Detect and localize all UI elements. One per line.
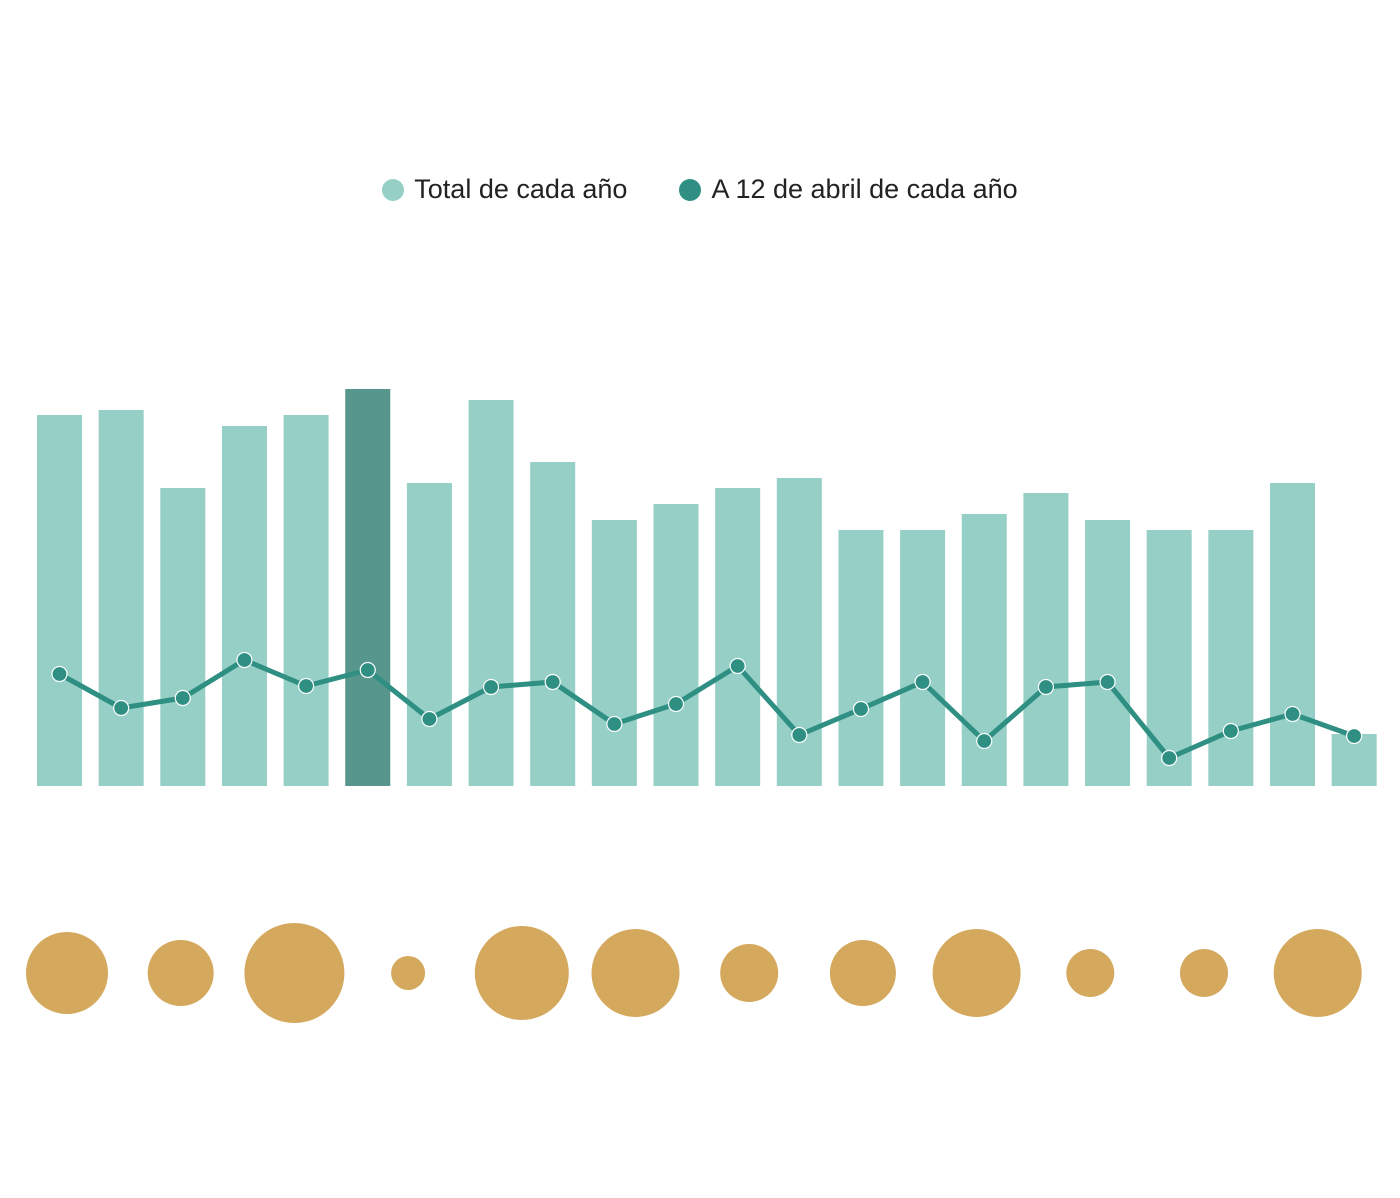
line-point[interactable] <box>359 661 376 679</box>
legend: Total de cada año A 12 de abril de cada … <box>0 174 1400 205</box>
bar[interactable] <box>1146 530 1192 786</box>
bubble[interactable] <box>1180 949 1228 997</box>
line-point[interactable] <box>421 710 438 728</box>
bubble[interactable] <box>147 940 214 1006</box>
bubble[interactable] <box>829 940 896 1006</box>
line-point[interactable] <box>298 677 315 695</box>
bar[interactable] <box>1270 483 1315 786</box>
legend-item-april[interactable]: A 12 de abril de cada año <box>679 174 1018 205</box>
line-point[interactable] <box>852 700 870 718</box>
line-point[interactable] <box>976 732 993 750</box>
bar[interactable] <box>406 483 452 786</box>
bubble[interactable] <box>26 932 108 1014</box>
bar[interactable] <box>838 530 884 786</box>
bar[interactable] <box>468 400 514 786</box>
bubble[interactable] <box>391 956 426 990</box>
bubble[interactable] <box>474 926 569 1020</box>
line-point[interactable] <box>914 673 931 691</box>
line-point[interactable] <box>1346 727 1363 745</box>
bar[interactable] <box>1023 493 1069 786</box>
bar[interactable] <box>221 426 267 786</box>
line-point[interactable] <box>482 678 500 696</box>
legend-swatch-light-icon <box>382 178 405 201</box>
line-point[interactable] <box>174 689 191 707</box>
bubble[interactable] <box>932 929 1021 1017</box>
line-point[interactable] <box>606 715 623 733</box>
bar[interactable] <box>715 488 761 786</box>
bar[interactable] <box>283 415 329 786</box>
line-point[interactable] <box>1037 678 1055 696</box>
line-point[interactable] <box>729 657 746 675</box>
series-line <box>58 657 1355 761</box>
legend-label: Total de cada año <box>414 174 628 204</box>
bubble[interactable] <box>1066 949 1115 997</box>
bar[interactable] <box>98 410 144 786</box>
line-point[interactable] <box>667 695 685 713</box>
line-point[interactable] <box>1161 749 1178 767</box>
bar[interactable] <box>653 504 699 786</box>
bar[interactable] <box>345 389 391 786</box>
bar[interactable] <box>1208 530 1254 786</box>
legend-label: A 12 de abril de cada año <box>711 174 1018 204</box>
bar[interactable] <box>1085 520 1131 786</box>
bar[interactable] <box>530 462 576 786</box>
bar[interactable] <box>160 488 206 786</box>
legend-swatch-dark-icon <box>679 178 702 201</box>
line-point[interactable] <box>51 665 68 683</box>
line-point[interactable] <box>236 651 253 669</box>
line-point[interactable] <box>113 699 130 717</box>
line-point[interactable] <box>1099 673 1116 691</box>
bar[interactable] <box>591 520 637 786</box>
bubble[interactable] <box>591 929 680 1017</box>
line-point[interactable] <box>1284 705 1301 723</box>
bubble[interactable] <box>1273 929 1362 1017</box>
line-point[interactable] <box>791 726 808 744</box>
legend-item-total[interactable]: Total de cada año <box>382 174 627 205</box>
bubble[interactable] <box>720 944 779 1002</box>
line-point[interactable] <box>544 673 561 691</box>
line-point[interactable] <box>1222 722 1239 740</box>
bar[interactable] <box>900 530 946 786</box>
bar[interactable] <box>37 415 82 786</box>
bubble[interactable] <box>244 923 345 1023</box>
